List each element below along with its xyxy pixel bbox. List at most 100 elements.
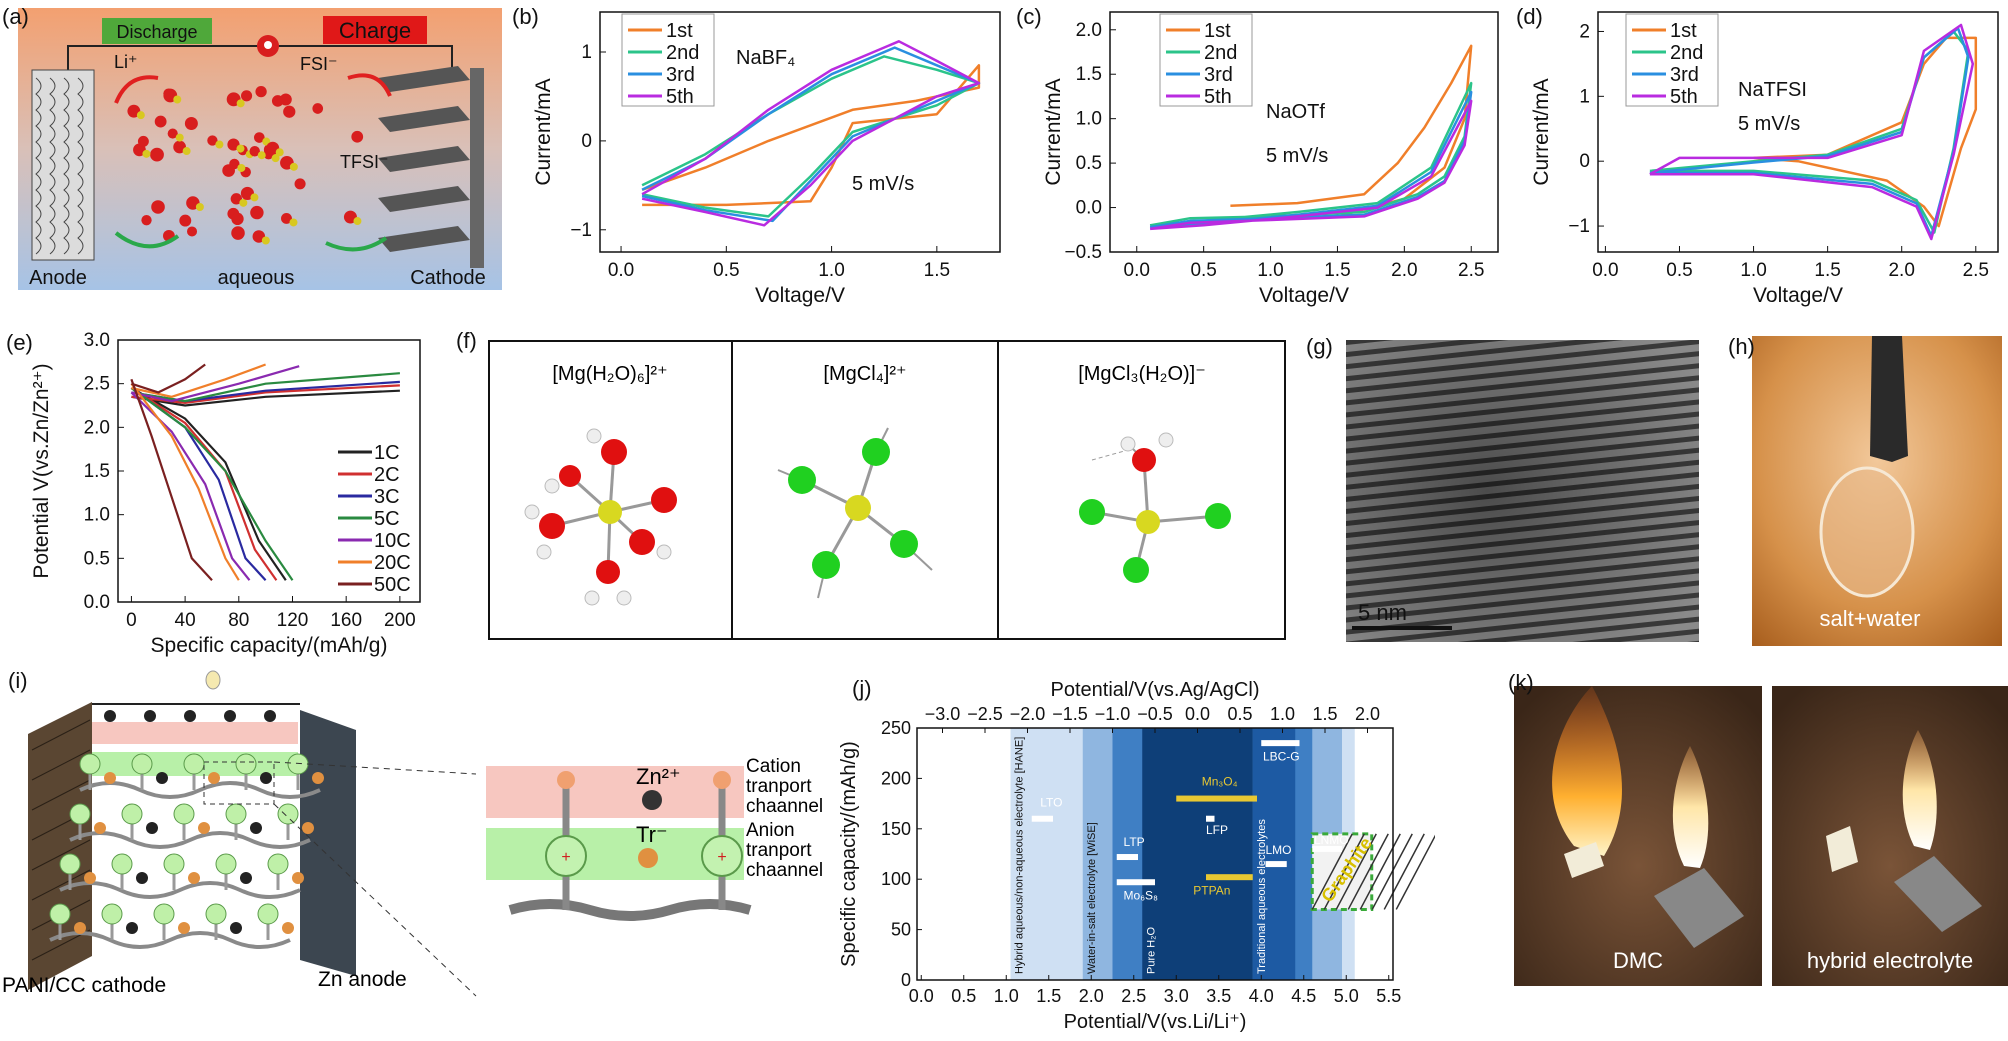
y-tick-label: 100	[881, 869, 911, 889]
oxygen-atom	[231, 226, 245, 240]
x-tick-label: 1.0	[994, 986, 1019, 1006]
anode-label: Anode	[29, 267, 87, 289]
cation-group	[257, 903, 279, 925]
mobile-ion	[292, 872, 304, 884]
y-axis-label: Current/mA	[1042, 78, 1065, 185]
panel-f: [Mg(H₂O)₆]²⁺ [MgCl₄]²⁺ [MgCl₃(H₂O)]⁻	[456, 328, 1286, 640]
discharge-curve-20C	[130, 383, 240, 581]
scan-rate-label: 5 mV/s	[1738, 113, 1800, 135]
oxygen-atom	[137, 135, 149, 147]
anion-channel-label-3: chaannel	[746, 860, 823, 881]
cv-chart-naotf: 0.0 0.5 1.0 1.5 2.0 2.5 −0.5 0.0 0.5 1.0 1.5 2.0 Vol…	[1042, 11, 1499, 307]
x-axis-label: Voltage/V	[1753, 284, 1843, 307]
molecule-structures: [Mg(H₂O)₆]²⁺ [MgCl₄]²⁺ [MgCl₃(H₂O)]⁻	[488, 340, 1286, 640]
charge-curve-50C	[131, 363, 206, 394]
y-tick-label: 150	[881, 819, 911, 839]
oxygen-atom	[231, 212, 244, 226]
x2-tick-label: −1.0	[1095, 704, 1131, 724]
sulfur-atom	[236, 144, 245, 153]
discharge-curve-1C	[130, 387, 287, 581]
x2-tick-label: 1.0	[1270, 704, 1295, 724]
mobile-ion	[240, 872, 252, 884]
y-tick-label: 0.5	[1076, 153, 1102, 174]
zn-ion-label: Zn²⁺	[636, 764, 681, 789]
panel-g: 5 nm (g)	[1306, 334, 1699, 642]
material-label: LBC-G	[1263, 749, 1300, 763]
stability-window-chart: Hybrid aqueous/non-aqueous electrolyte […	[838, 679, 1435, 1033]
x-tick-label: 1.0	[818, 260, 844, 281]
x-tick-label: 4.0	[1249, 986, 1274, 1006]
x2-tick-label: −2.5	[967, 704, 1003, 724]
material-label: LMO	[1266, 843, 1292, 857]
material-bar-LNMO	[1312, 845, 1342, 852]
sulfur-atom	[175, 133, 184, 142]
material-bar-LFP	[1206, 815, 1215, 822]
anion-channel-label-2: tranport	[746, 840, 812, 861]
charge-curve-10C	[131, 365, 300, 403]
mobile-ion	[230, 922, 242, 934]
plot-frame	[1109, 11, 1499, 253]
x-tick-label: 40	[175, 610, 196, 631]
oxygen-atom	[163, 88, 174, 99]
sulfur-atom	[237, 163, 246, 172]
sulfur-atom	[275, 148, 284, 157]
cation-group	[173, 803, 195, 825]
x-tick-label: 5.0	[1334, 986, 1359, 1006]
panel-label-b: (b)	[512, 4, 539, 29]
charge-box	[323, 16, 427, 44]
x-tick-label: 0.5	[713, 260, 739, 281]
anode-caption: Zn anode	[318, 968, 407, 991]
y-tick-label: 200	[881, 768, 911, 788]
zoom-anion-band	[486, 828, 744, 880]
x2-tick-label: −1.5	[1052, 704, 1088, 724]
tfsi-label: TFSI⁻	[340, 152, 389, 172]
mobile-ion	[136, 872, 148, 884]
x-tick-label: 3.5	[1206, 986, 1231, 1006]
x-tick-label: 0.0	[608, 260, 634, 281]
x2-tick-label: 2.0	[1355, 704, 1380, 724]
plot-frame	[599, 11, 1001, 253]
x-tick-label: 1.0	[1740, 260, 1766, 281]
x-tick-label: 200	[384, 610, 416, 631]
charge-curve-20C	[131, 363, 266, 398]
material-bar-LMO	[1265, 861, 1287, 868]
x-axis-label: Voltage/V	[1259, 284, 1349, 307]
window-region	[1252, 728, 1296, 980]
dmc-torch-flame	[1672, 746, 1709, 868]
aqueous-label: aqueous	[218, 267, 295, 289]
dmc-label: DMC	[1613, 948, 1663, 973]
polymer-network	[49, 781, 321, 949]
salt-label: NaBF₄	[736, 47, 795, 69]
legend-label: 1st	[666, 20, 693, 42]
sulfur-atom	[236, 99, 245, 108]
cathode-caption: PANI/CC cathode	[2, 974, 166, 997]
graphite-hatch	[1383, 833, 1425, 910]
oxygen-atom	[186, 226, 198, 237]
discharge-curve-5C	[130, 387, 294, 581]
panel-h: salt+water (h)	[1728, 334, 2002, 646]
y-tick-label: 1.0	[1076, 109, 1102, 130]
cation-group	[163, 853, 185, 875]
discharge-curve-3C	[130, 387, 267, 581]
oxygen-atom	[207, 135, 218, 146]
zn-ion	[144, 710, 156, 722]
anode-mesh	[31, 69, 95, 261]
oxygen-atom	[167, 128, 178, 139]
y-axis-label: Specific capacity/(mAh/g)	[838, 741, 860, 967]
battery-schematic: + + Zn²⁺ Tr⁻ Cation tranport chaannel An…	[2, 670, 823, 997]
svg-text:+: +	[561, 849, 570, 866]
oxygen-atom	[312, 103, 324, 114]
region-label: Traditional aqueous electrolytes	[1256, 819, 1268, 974]
sulfur-atom	[289, 218, 298, 227]
cv-curve-5th	[1149, 99, 1473, 231]
lightbulb-filament-icon	[264, 41, 272, 49]
graphite-hatch	[1347, 833, 1389, 910]
panel-k: DMC hybrid electrolyte (k)	[1508, 670, 2008, 986]
y-tick-label: 0	[1579, 151, 1590, 172]
oxygen-atom	[184, 117, 198, 130]
ion-molecules	[127, 85, 364, 245]
mobile-ion	[146, 822, 158, 834]
sulfur-atom	[353, 217, 362, 226]
x-tick-label: 1.5	[1814, 260, 1840, 281]
y-tick-label: 0	[901, 970, 911, 990]
